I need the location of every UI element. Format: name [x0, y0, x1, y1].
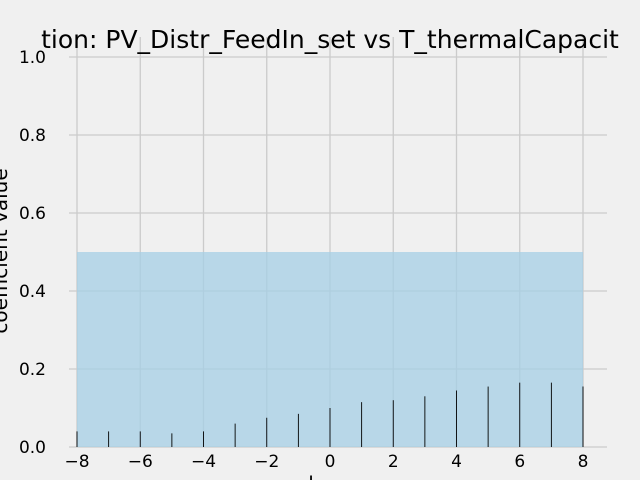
y-axis-title: coefficient value [0, 168, 12, 333]
x-tick-label-6: 4 [451, 452, 462, 472]
x-tick-label-7: 6 [514, 452, 525, 472]
stem-series [76, 382, 584, 447]
x-axis-title: l [308, 472, 314, 480]
x-tick-label-1: −6 [128, 452, 153, 472]
x-axis-ticks: −8 −6 −4 −2 0 2 4 6 8 [64, 452, 588, 472]
x-tick-label-4: 0 [325, 452, 336, 472]
y-tick-label-2: 0.4 [19, 282, 46, 302]
x-tick-label-3: −2 [254, 452, 279, 472]
y-tick-label-1: 0.2 [19, 360, 46, 380]
y-axis-ticks: 0.0 0.2 0.4 0.6 0.8 1.0 [19, 48, 46, 458]
y-tick-label-4: 0.8 [19, 126, 46, 146]
x-tick-label-2: −4 [191, 452, 216, 472]
x-tick-label-5: 2 [388, 452, 399, 472]
x-tick-label-8: 8 [578, 452, 589, 472]
y-tick-label-5: 1.0 [19, 48, 46, 68]
y-tick-label-0: 0.0 [19, 438, 46, 458]
y-tick-label-3: 0.6 [19, 204, 46, 224]
chart-title: tion: PV_Distr_FeedIn_set vs T_thermalCa… [41, 25, 619, 54]
x-tick-label-0: −8 [64, 452, 89, 472]
